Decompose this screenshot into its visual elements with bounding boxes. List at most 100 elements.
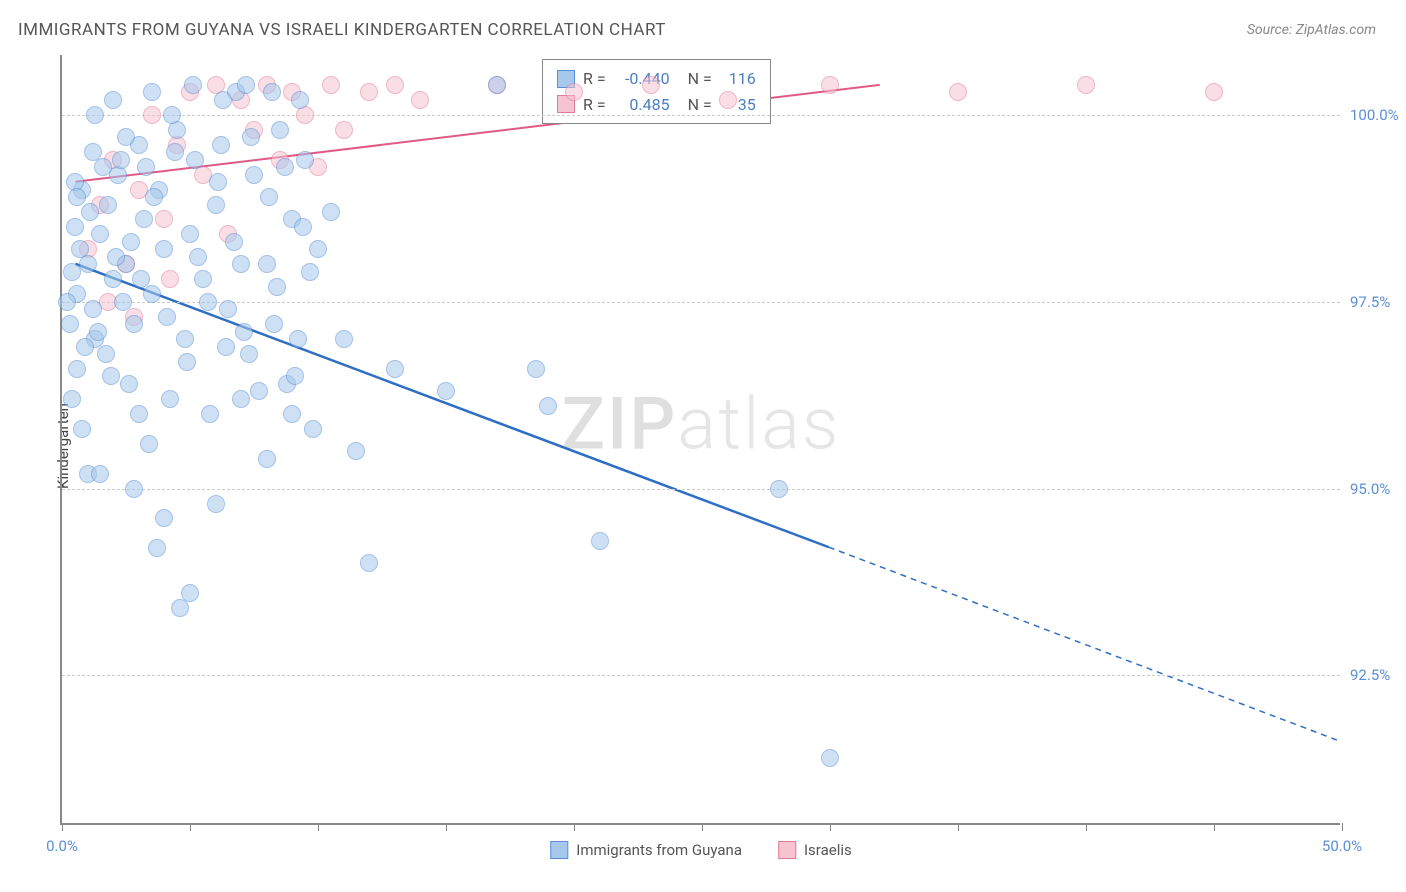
data-point-pink xyxy=(821,76,839,94)
data-point-pink xyxy=(155,210,173,228)
data-point-blue xyxy=(97,345,115,363)
data-point-pink xyxy=(1077,76,1095,94)
data-point-blue xyxy=(199,293,217,311)
data-point-blue xyxy=(99,196,117,214)
data-point-blue xyxy=(289,330,307,348)
data-point-blue xyxy=(91,225,109,243)
data-point-blue xyxy=(66,218,84,236)
data-point-blue xyxy=(79,255,97,273)
data-point-pink xyxy=(411,91,429,109)
data-point-blue xyxy=(209,173,227,191)
data-point-blue xyxy=(86,106,104,124)
data-point-blue xyxy=(143,83,161,101)
swatch-pink xyxy=(778,841,796,859)
bottom-legend-blue: Immigrants from Guyana xyxy=(550,841,742,859)
data-point-blue xyxy=(171,599,189,617)
data-point-blue xyxy=(58,293,76,311)
data-point-blue xyxy=(301,263,319,281)
data-point-blue xyxy=(214,91,232,109)
data-point-blue xyxy=(232,255,250,273)
data-point-blue xyxy=(360,554,378,572)
xtick xyxy=(702,823,703,831)
xtick xyxy=(1342,823,1343,831)
data-point-blue xyxy=(112,151,130,169)
n-label: N = xyxy=(688,66,712,92)
data-point-blue xyxy=(291,91,309,109)
xtick xyxy=(190,823,191,831)
n-label: N = xyxy=(688,92,712,118)
ytick-label: 97.5% xyxy=(1350,293,1406,311)
source-attribution: Source: ZipAtlas.com xyxy=(1247,22,1376,38)
data-point-blue xyxy=(120,375,138,393)
data-point-blue xyxy=(125,480,143,498)
chart-plot-area: ZIPatlas R = -0.440 N = 116 R = 0.485 N … xyxy=(60,55,1340,825)
data-point-blue xyxy=(91,465,109,483)
data-point-blue xyxy=(63,390,81,408)
data-point-blue xyxy=(189,248,207,266)
bottom-legend-pink-label: Israelis xyxy=(804,841,852,859)
data-point-blue xyxy=(821,749,839,767)
xtick xyxy=(1214,823,1215,831)
gridline-h xyxy=(62,302,1340,303)
data-point-blue xyxy=(148,539,166,557)
data-point-blue xyxy=(235,323,253,341)
watermark-atlas: atlas xyxy=(677,381,840,466)
data-point-blue xyxy=(217,338,235,356)
gridline-h xyxy=(62,489,1340,490)
r-label: R = xyxy=(583,92,606,118)
swatch-blue xyxy=(550,841,568,859)
data-point-blue xyxy=(104,91,122,109)
data-point-blue xyxy=(130,405,148,423)
ytick-label: 92.5% xyxy=(1350,666,1406,684)
data-point-blue xyxy=(296,151,314,169)
r-value-pink: 0.485 xyxy=(614,92,670,118)
data-point-blue xyxy=(132,270,150,288)
data-point-blue xyxy=(158,308,176,326)
data-point-blue xyxy=(309,240,327,258)
chart-title: IMMIGRANTS FROM GUYANA VS ISRAELI KINDER… xyxy=(18,20,666,40)
data-point-blue xyxy=(271,121,289,139)
data-point-blue xyxy=(437,382,455,400)
xtick xyxy=(830,823,831,831)
data-point-pink xyxy=(322,76,340,94)
data-point-blue xyxy=(61,315,79,333)
data-point-blue xyxy=(76,338,94,356)
data-point-blue xyxy=(114,293,132,311)
data-point-blue xyxy=(207,495,225,513)
data-point-blue xyxy=(260,188,278,206)
data-point-pink xyxy=(386,76,404,94)
data-point-blue xyxy=(102,367,120,385)
data-point-blue xyxy=(181,584,199,602)
data-point-blue xyxy=(347,442,365,460)
xtick-label: 0.0% xyxy=(46,837,78,855)
data-point-blue xyxy=(81,203,99,221)
data-point-blue xyxy=(304,420,322,438)
data-point-blue xyxy=(201,405,219,423)
xtick xyxy=(1086,823,1087,831)
data-point-blue xyxy=(125,315,143,333)
data-point-pink xyxy=(565,83,583,101)
ytick-label: 95.0% xyxy=(1350,480,1406,498)
data-point-blue xyxy=(258,450,276,468)
data-point-pink xyxy=(161,270,179,288)
data-point-blue xyxy=(186,151,204,169)
data-point-blue xyxy=(770,480,788,498)
xtick xyxy=(446,823,447,831)
data-point-blue xyxy=(155,240,173,258)
trend-line xyxy=(75,264,828,547)
data-point-blue xyxy=(84,300,102,318)
data-point-pink xyxy=(1205,83,1223,101)
data-point-blue xyxy=(212,136,230,154)
data-point-blue xyxy=(322,203,340,221)
data-point-blue xyxy=(135,210,153,228)
data-point-blue xyxy=(207,196,225,214)
data-point-blue xyxy=(263,83,281,101)
data-point-blue xyxy=(237,76,255,94)
data-point-pink xyxy=(360,83,378,101)
data-point-blue xyxy=(527,360,545,378)
data-point-pink xyxy=(719,91,737,109)
data-point-blue xyxy=(294,218,312,236)
xtick xyxy=(958,823,959,831)
data-point-blue xyxy=(250,382,268,400)
data-point-blue xyxy=(104,270,122,288)
